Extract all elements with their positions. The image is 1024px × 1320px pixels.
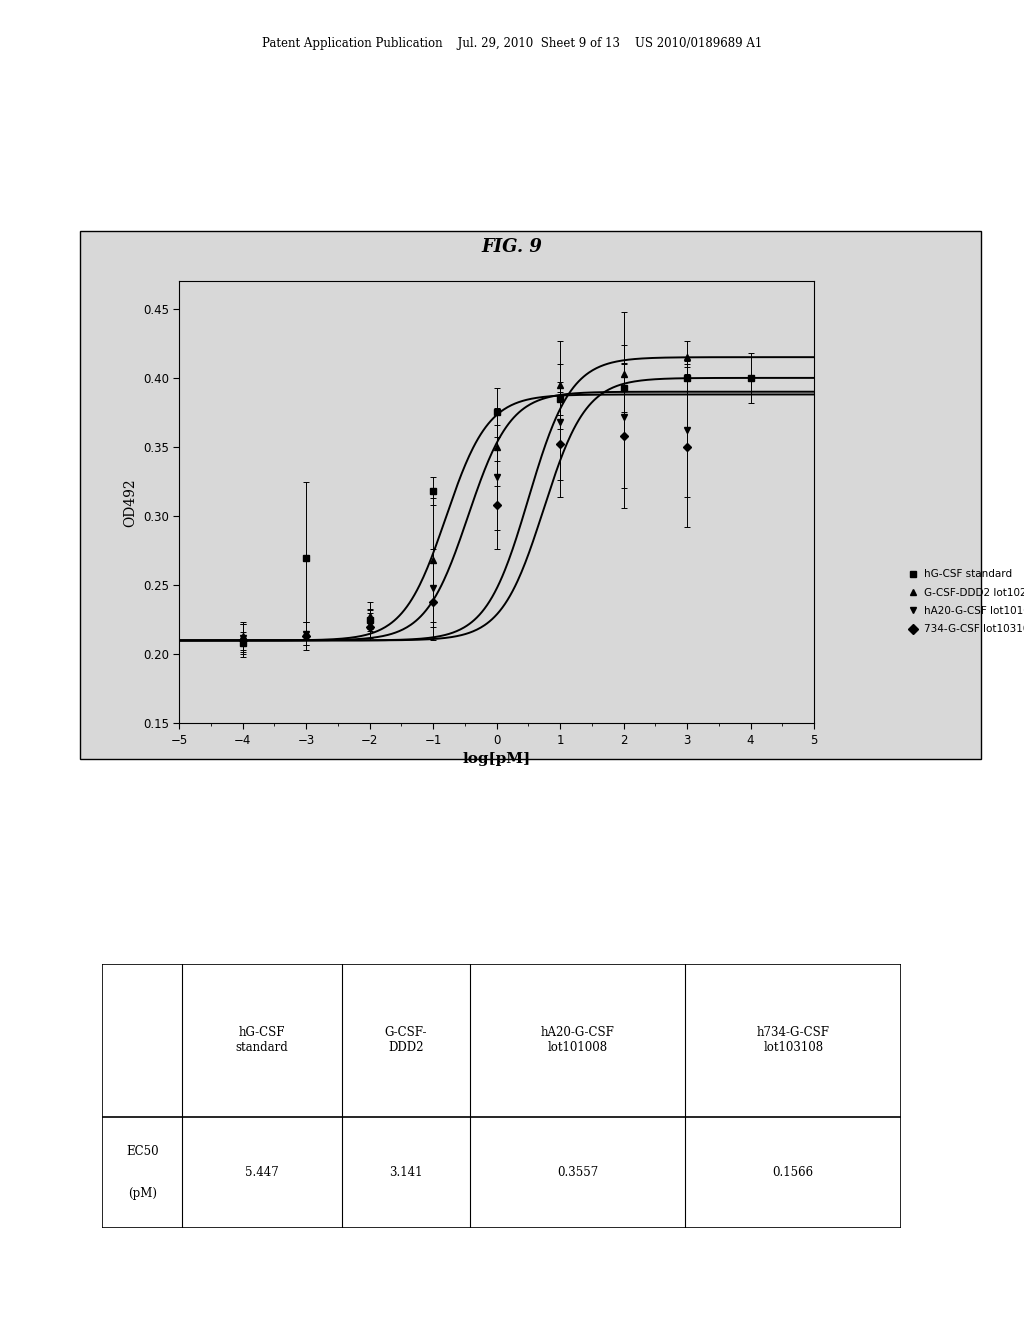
X-axis label: log[pM]: log[pM] (463, 752, 530, 767)
Text: 5.447: 5.447 (246, 1166, 279, 1179)
Text: hA20-G-CSF
lot101008: hA20-G-CSF lot101008 (541, 1026, 614, 1055)
Legend: hG-CSF standard, G-CSF-DDD2 lot102708, hA20-G-CSF lot101008, 734-G-CSF lot103108: hG-CSF standard, G-CSF-DDD2 lot102708, h… (904, 565, 1024, 639)
Text: 0.1566: 0.1566 (773, 1166, 814, 1179)
Text: Patent Application Publication    Jul. 29, 2010  Sheet 9 of 13    US 2010/018968: Patent Application Publication Jul. 29, … (262, 37, 762, 50)
Text: 0.3557: 0.3557 (557, 1166, 598, 1179)
Text: hG-CSF
standard: hG-CSF standard (236, 1026, 289, 1055)
Text: (pM): (pM) (128, 1187, 157, 1200)
Text: FIG. 9: FIG. 9 (481, 238, 543, 256)
Text: h734-G-CSF
lot103108: h734-G-CSF lot103108 (757, 1026, 829, 1055)
Text: 3.141: 3.141 (389, 1166, 423, 1179)
Y-axis label: OD492: OD492 (123, 478, 137, 527)
Text: G-CSF-
DDD2: G-CSF- DDD2 (385, 1026, 427, 1055)
Text: EC50: EC50 (126, 1144, 159, 1158)
